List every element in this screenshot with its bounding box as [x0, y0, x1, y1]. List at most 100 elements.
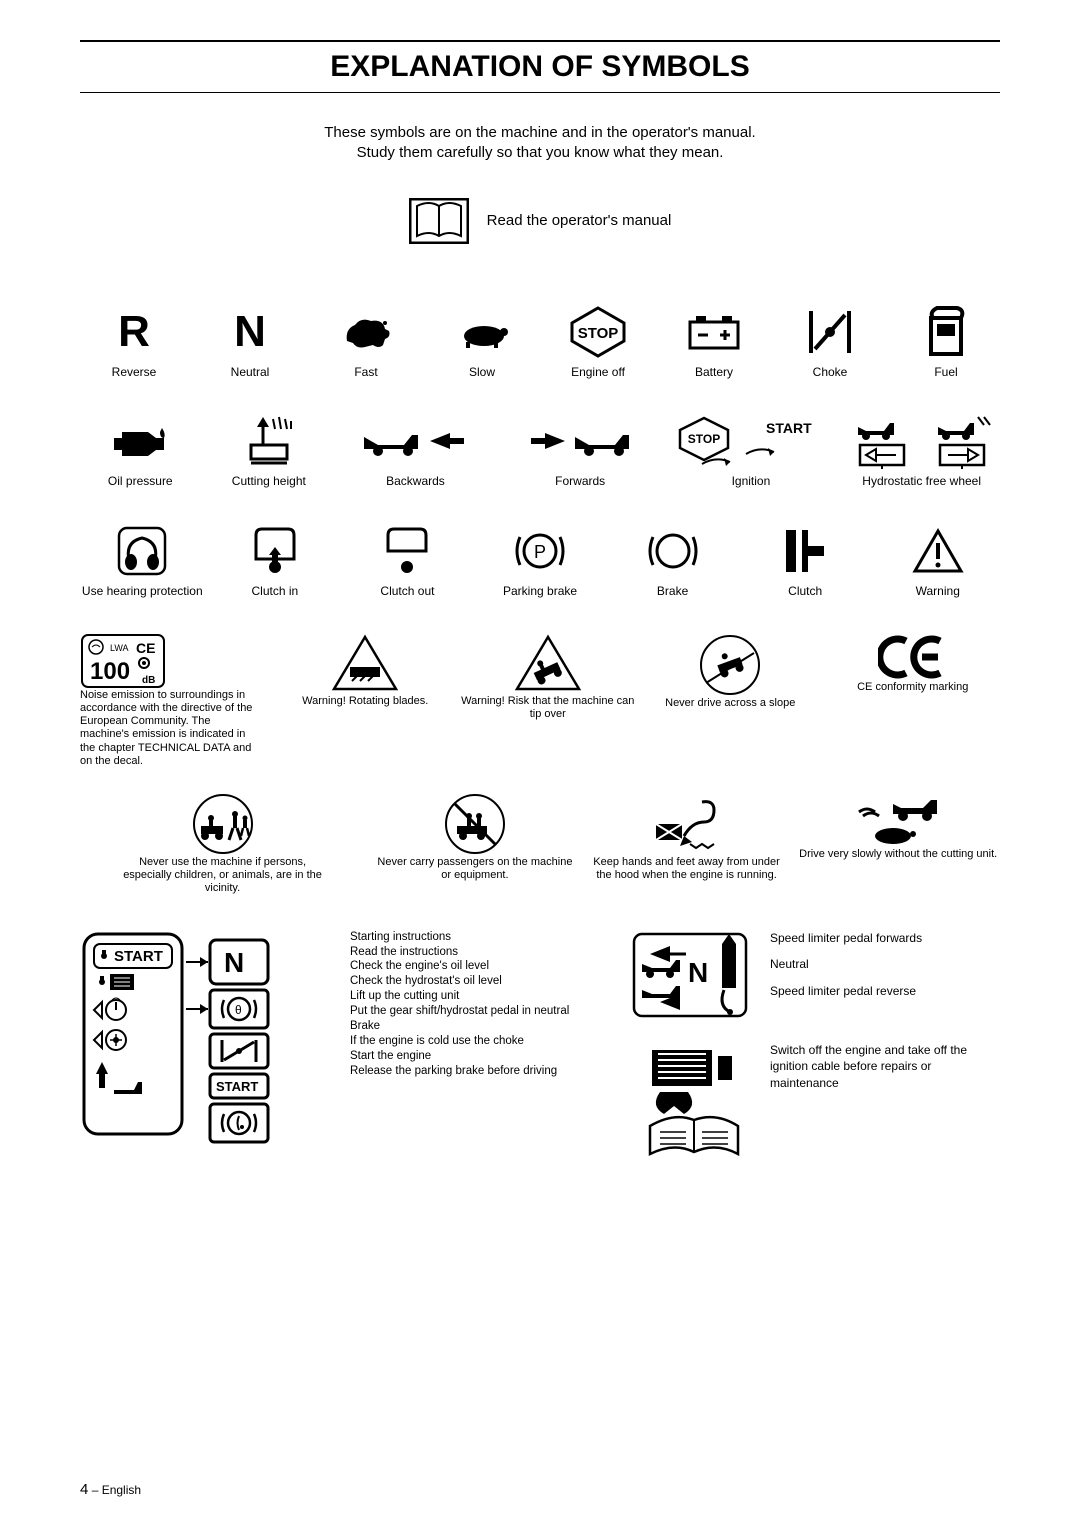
page-lang: – English: [92, 1483, 141, 1497]
hearing-label: Use hearing protection: [82, 585, 203, 599]
cutting-height-cell: Cutting height: [209, 413, 330, 489]
speed-neutral-label: Neutral: [770, 956, 922, 973]
start-instr-0: Read the instructions: [350, 945, 610, 960]
warning-cell: Warning: [875, 523, 1000, 599]
oil-pressure-label: Oil pressure: [108, 475, 173, 489]
persons-icon: [191, 792, 255, 856]
svg-text:CE: CE: [136, 640, 155, 656]
slope-cell: Never drive across a slope: [643, 633, 818, 710]
intro-line-2: Study them carefully so that you know wh…: [357, 144, 724, 161]
page-number: 4: [80, 1481, 88, 1498]
clutch-out-icon: [382, 527, 432, 575]
right-column: N Speed limiter pedal forwards Neutral S…: [630, 930, 1000, 1184]
read-manual-label: Read the operator's manual: [487, 212, 672, 229]
fast-icon: [339, 311, 393, 353]
hands-feet-icon: [652, 792, 722, 856]
warning-label: Warning: [916, 585, 960, 599]
brake-label: Brake: [657, 585, 688, 599]
start-instr-5: Brake: [350, 1019, 610, 1034]
cutting-height-icon: [241, 415, 297, 467]
brake-cell: Brake: [610, 523, 735, 599]
battery-label: Battery: [695, 366, 733, 380]
fast-label: Fast: [354, 366, 377, 380]
symbol-row-5: Never use the machine if persons, especi…: [80, 792, 1000, 896]
ignition-icon: STOP START: [676, 416, 826, 466]
svg-text:STOP: STOP: [688, 432, 720, 446]
slope-icon: [698, 633, 762, 697]
intro-text: These symbols are on the machine and in …: [80, 123, 1000, 164]
rotating-blades-cell: Warning! Rotating blades.: [278, 633, 453, 708]
parking-brake-label: Parking brake: [503, 585, 577, 599]
hydro-label: Hydrostatic free wheel: [862, 475, 981, 489]
start-instr-4: Put the gear shift/hydrostat pedal in ne…: [350, 1004, 610, 1019]
oil-pressure-cell: Oil pressure: [80, 413, 201, 489]
drive-slow-desc: Drive very slowly without the cutting un…: [799, 848, 997, 861]
svg-text:dB: dB: [142, 675, 155, 686]
tip-over-desc: Warning! Risk that the machine can tip o…: [461, 695, 636, 721]
passengers-icon: [443, 792, 507, 856]
slow-cell: Slow: [428, 304, 536, 380]
brake-icon: [645, 527, 701, 575]
ignition-cell: STOP START Ignition: [667, 413, 836, 489]
backwards-label: Backwards: [386, 475, 445, 489]
intro-line-1: These symbols are on the machine and in …: [324, 124, 755, 141]
slow-label: Slow: [469, 366, 495, 380]
speed-forward-label: Speed limiter pedal forwards: [770, 930, 922, 947]
tip-over-icon: [513, 633, 583, 695]
passengers-cell: Never carry passengers on the machine or…: [373, 792, 577, 882]
clutch-cell: Clutch: [743, 523, 868, 599]
reverse-label: Reverse: [112, 366, 157, 380]
start-decal: START N: [80, 930, 330, 1184]
ignition-label: Ignition: [732, 475, 771, 489]
cutting-height-label: Cutting height: [232, 475, 306, 489]
fuel-icon: [923, 306, 969, 358]
neutral-icon: N: [234, 310, 266, 354]
start-instr-1: Check the engine's oil level: [350, 959, 610, 974]
reverse-icon: R: [118, 310, 150, 354]
hydro-cell: Hydrostatic free wheel: [843, 413, 1000, 489]
ce-cell: CE conformity marking: [826, 633, 1001, 694]
fuel-label: Fuel: [934, 366, 957, 380]
clutch-in-label: Clutch in: [252, 585, 299, 599]
passengers-desc: Never carry passengers on the machine or…: [373, 856, 577, 882]
speed-pedal-icon: N: [630, 930, 750, 1020]
engine-off-icon: STOP: [568, 306, 628, 358]
svg-text:LWA: LWA: [110, 643, 129, 653]
start-decal-icon: START N: [80, 930, 330, 1150]
backwards-icon: [360, 421, 470, 461]
ce-desc: CE conformity marking: [857, 681, 968, 694]
parking-brake-cell: P Parking brake: [478, 523, 603, 599]
svg-text:P: P: [534, 542, 546, 562]
svg-text:START: START: [114, 948, 163, 965]
start-instr-6: If the engine is cold use the choke: [350, 1034, 610, 1049]
svg-text:N: N: [688, 957, 708, 988]
start-instr-2: Check the hydrostat's oil level: [350, 974, 610, 989]
symbol-row-1: R Reverse N Neutral Fast Slow: [80, 304, 1000, 380]
clutch-in-icon: [250, 527, 300, 575]
maintenance-label: Switch off the engine and take off the i…: [770, 1042, 990, 1162]
maintenance-block: Switch off the engine and take off the i…: [630, 1042, 1000, 1162]
drive-slow-icon: [853, 792, 943, 848]
start-instr-3: Lift up the cutting unit: [350, 989, 610, 1004]
slope-desc: Never drive across a slope: [665, 697, 795, 710]
slow-icon: [454, 314, 510, 350]
rotating-blades-icon: [330, 633, 400, 695]
parking-brake-icon: P: [512, 527, 568, 575]
tip-over-cell: Warning! Risk that the machine can tip o…: [461, 633, 636, 721]
ce-icon: [878, 633, 948, 681]
warning-icon: [911, 527, 965, 575]
hearing-cell: Use hearing protection: [80, 523, 205, 599]
rotating-blades-desc: Warning! Rotating blades.: [302, 695, 428, 708]
noise-desc: Noise emission to surroundings in accord…: [80, 689, 260, 768]
svg-text:θ: θ: [235, 1003, 242, 1017]
svg-text:START: START: [216, 1079, 258, 1094]
neutral-label: Neutral: [231, 366, 270, 380]
page-footer: 4 – English: [80, 1481, 141, 1498]
choke-label: Choke: [813, 366, 848, 380]
neutral-cell: N Neutral: [196, 304, 304, 380]
hearing-icon: [117, 526, 167, 576]
clutch-label: Clutch: [788, 585, 822, 599]
clutch-out-label: Clutch out: [380, 585, 434, 599]
speed-block: N Speed limiter pedal forwards Neutral S…: [630, 930, 1000, 1020]
start-instructions-title: Starting instructions: [350, 930, 610, 945]
